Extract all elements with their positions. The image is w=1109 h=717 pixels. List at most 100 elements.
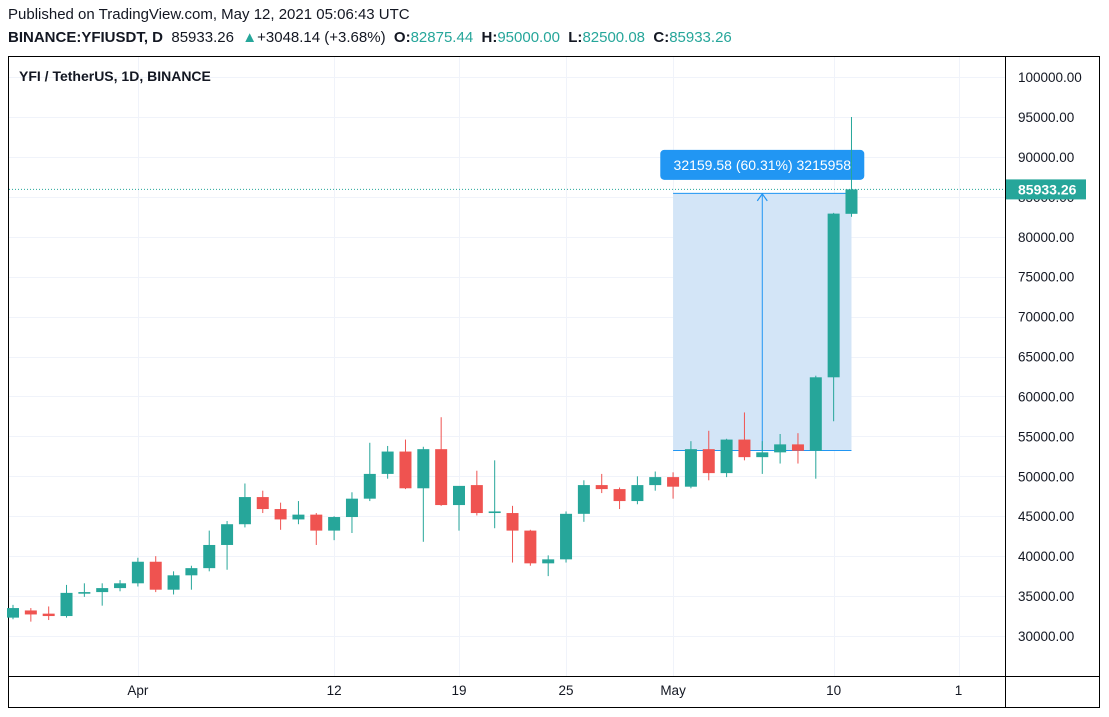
candle-down xyxy=(738,412,751,461)
candle-up xyxy=(631,476,644,505)
candle-body xyxy=(310,514,323,531)
candle-up xyxy=(78,583,91,597)
candle-down xyxy=(149,556,162,593)
price-tick-label: 90000.00 xyxy=(1018,150,1074,165)
price-tick-label: 40000.00 xyxy=(1018,549,1074,564)
candle-body xyxy=(791,444,804,451)
candle-up xyxy=(131,557,144,587)
candles xyxy=(7,117,858,622)
candle-up xyxy=(328,516,341,541)
candle-up xyxy=(381,445,394,479)
low-label: L: xyxy=(568,29,583,46)
candle-body xyxy=(399,451,412,489)
candle-up xyxy=(560,511,573,563)
candle-body xyxy=(203,544,216,569)
open-value: 82875.44 xyxy=(410,29,474,46)
chart-title: YFI / TetherUS, 1D, BINANCE xyxy=(19,68,211,84)
candle-down xyxy=(399,439,412,490)
candle-body xyxy=(560,513,573,560)
candle-up xyxy=(363,442,376,502)
time-tick-label: 25 xyxy=(559,683,574,698)
symbol-ohlc-line: BINANCE:YFIUSDT, D 85933.26 ▲+3048.14 (+… xyxy=(8,29,732,46)
time-axis[interactable]: Apr 12 19 25 May 10 1 xyxy=(127,683,962,698)
candle-up xyxy=(453,485,465,531)
measure-label-box xyxy=(660,149,865,180)
chart-frame xyxy=(8,56,1100,708)
candle-down xyxy=(506,505,519,563)
candle-body xyxy=(345,498,358,518)
candle-down xyxy=(791,433,804,464)
candle-body xyxy=(577,485,590,514)
candle-body xyxy=(42,613,55,617)
candle-body xyxy=(24,610,37,615)
price-tick-label: 50000.00 xyxy=(1018,469,1074,484)
measure-arrow-head-icon xyxy=(756,192,768,202)
candle-body xyxy=(381,451,394,474)
candle-body xyxy=(738,439,751,458)
price-tick-label: 30000.00 xyxy=(1018,629,1074,644)
last-price: 85933.26 xyxy=(171,29,234,46)
time-tick-label: 1 xyxy=(955,683,963,698)
candle-up xyxy=(60,584,73,618)
candle-body xyxy=(488,511,501,514)
candle-body xyxy=(702,449,715,474)
candle-up xyxy=(114,580,127,592)
candle-body xyxy=(453,485,465,506)
price-tick-label: 80000.00 xyxy=(1018,230,1074,245)
candle-up xyxy=(809,375,822,479)
candle-down xyxy=(524,529,537,566)
candle-body xyxy=(131,561,144,584)
candle-body xyxy=(78,592,91,594)
candle-body xyxy=(292,514,305,520)
candle-body xyxy=(60,592,73,617)
candle-body xyxy=(542,559,555,564)
price-change: +3048.14 (+3.68%) xyxy=(257,29,386,46)
candle-body xyxy=(667,477,680,487)
price-tick-label: 35000.00 xyxy=(1018,589,1074,604)
candle-up xyxy=(238,483,251,528)
candle-up xyxy=(774,433,787,464)
candle-body xyxy=(238,497,251,525)
candle-body xyxy=(720,439,733,474)
candle-up xyxy=(827,212,840,422)
candle-body xyxy=(185,568,198,576)
candle-up xyxy=(577,480,590,522)
candle-body xyxy=(96,588,109,593)
candle-up xyxy=(845,117,858,217)
candle-body xyxy=(167,575,180,590)
candle-body xyxy=(221,524,234,545)
price-tick-label: 100000.00 xyxy=(1018,70,1082,85)
candle-up xyxy=(292,501,305,525)
candle-body xyxy=(328,517,341,531)
candle-body xyxy=(7,608,19,618)
time-tick-label: Apr xyxy=(127,683,149,698)
symbol-label: BINANCE:YFIUSDT, D xyxy=(8,29,164,46)
candle-body xyxy=(845,189,858,214)
candle-down xyxy=(613,487,626,510)
candle-body xyxy=(417,449,430,489)
price-axis[interactable]: 30000.00 35000.00 40000.00 45000.00 50000.00… xyxy=(1006,70,1086,644)
candle-body xyxy=(470,485,483,514)
close-label: C: xyxy=(653,29,670,46)
candle-body xyxy=(649,477,662,486)
candle-body xyxy=(274,509,287,520)
measure-tool[interactable]: 32159.58 (60.31%) 3215958 xyxy=(9,149,1005,451)
price-tick-label: 55000.00 xyxy=(1018,429,1074,444)
price-tick-label: 45000.00 xyxy=(1018,509,1074,524)
candle-body xyxy=(684,449,697,487)
candle-up xyxy=(167,571,180,595)
last-price-tag xyxy=(1006,179,1086,200)
candle-down xyxy=(256,490,269,514)
candle-body xyxy=(774,444,787,453)
candle-up xyxy=(542,555,555,577)
low-value: 82500.08 xyxy=(582,29,646,46)
price-tick-label: 70000.00 xyxy=(1018,310,1074,325)
candle-up xyxy=(185,565,198,590)
candle-body xyxy=(435,449,448,506)
candle-body xyxy=(363,473,376,499)
candle-body xyxy=(114,583,127,589)
candle-up xyxy=(345,492,358,533)
price-tick-label: 65000.00 xyxy=(1018,350,1074,365)
candle-up xyxy=(756,441,769,474)
